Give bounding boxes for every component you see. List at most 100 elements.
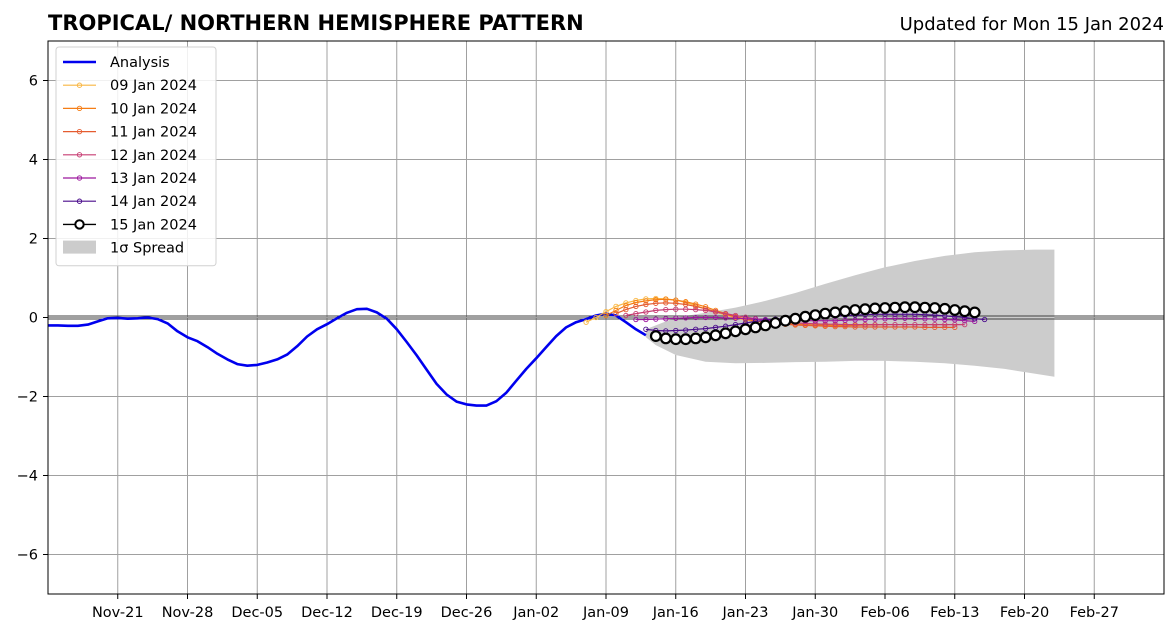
series-point [699,331,712,344]
series-point [779,314,792,327]
series-point [769,317,782,329]
y-tick-label: −6 [17,548,38,564]
series-point [942,316,948,323]
series-point [643,316,649,323]
series-point [673,315,679,321]
series-point [702,307,709,314]
legend-label: 1σ Spread [110,241,184,257]
series-point [839,305,851,318]
legend-swatch-marker [76,198,83,204]
series-point [663,300,669,306]
legend-swatch-marker [76,128,83,135]
series-point [623,306,629,313]
series-point [981,316,988,323]
series-point [819,307,832,320]
series-point [912,321,918,328]
series-point [669,333,682,346]
x-tick-label: Jan-30 [791,605,838,621]
legend-swatch-marker [76,82,83,88]
series-point [849,304,861,316]
series-point [799,310,812,323]
series-point [922,321,928,328]
axis-ticks: Nov-21 Nov-28 Dec-05 Dec-12 Dec-19 Dec-26 Jan-… [17,74,1119,622]
series-point [749,321,762,334]
legend-label: 15 Jan 2024 [110,217,197,233]
updated-label: Updated for Mon 15 Jan 2024 [900,14,1164,35]
series-point [952,317,958,323]
series-point [593,314,599,321]
series-point [859,303,871,316]
series-point [832,321,838,327]
analysis-layer [48,307,647,407]
series-point [613,310,619,317]
series-point [869,302,881,315]
series-point [603,308,609,315]
series-point [729,325,742,338]
series-point [633,316,639,323]
series-point [932,321,938,328]
y-tick-label: 6 [29,74,38,90]
series-point [732,315,739,321]
x-tick-label: Jan-09 [582,605,629,621]
series-point [693,314,699,321]
legend-label: Analysis [110,55,170,71]
series-point [693,306,699,313]
series-point [892,321,898,328]
series-point [659,332,672,345]
series-point [673,306,679,312]
series-point [663,296,669,302]
series-point [712,314,719,321]
legend-label: 12 Jan 2024 [110,148,197,164]
series-point [643,301,649,308]
legend-swatch-spread [63,240,96,254]
series-point [663,306,669,313]
legend-label: 11 Jan 2024 [110,125,197,141]
y-tick-label: −2 [17,390,38,406]
legend-label: 09 Jan 2024 [110,78,197,94]
x-tick-label: Jan-02 [512,605,559,621]
series-point [879,302,891,314]
x-tick-label: Dec-05 [231,605,283,621]
series-point [683,306,689,312]
series-point [673,300,679,306]
x-tick-label: Nov-28 [162,605,214,621]
series-point [822,321,828,327]
series-point [702,314,709,321]
y-tick-label: 2 [29,232,38,248]
series-point [938,302,951,315]
series-point [722,315,729,321]
series-point [603,312,609,319]
forecast-series [649,301,981,346]
series-point [702,325,709,332]
legend-swatch-marker [74,219,85,230]
series-point [693,303,699,310]
series-point [928,302,941,314]
series-point [633,299,639,306]
series-point [889,301,901,314]
series-point [649,330,662,343]
series-point [712,309,719,315]
series-point [759,319,772,332]
series-point [809,309,822,322]
series-point [679,333,692,346]
legend-label: 10 Jan 2024 [110,101,197,117]
series-layer [583,295,988,346]
x-tick-label: Dec-26 [441,605,493,621]
analysis-line [48,307,647,407]
series-point [948,304,961,316]
series-point [899,301,911,314]
y-tick-label: 4 [29,153,38,169]
x-tick-label: Feb-06 [860,605,909,621]
y-tick-label: 0 [29,311,38,327]
chart-title: TROPICAL/ NORTHERN HEMISPHERE PATTERN [48,11,584,35]
x-tick-label: Feb-27 [1070,605,1119,621]
series-point [958,305,971,318]
series-point [919,301,931,314]
y-tick-label: −4 [17,469,38,485]
series-point [882,321,888,328]
series-point [673,327,679,334]
series-point [693,326,699,332]
series-point [683,315,689,321]
x-tick-label: Jan-23 [721,605,768,621]
series-point [643,326,649,332]
